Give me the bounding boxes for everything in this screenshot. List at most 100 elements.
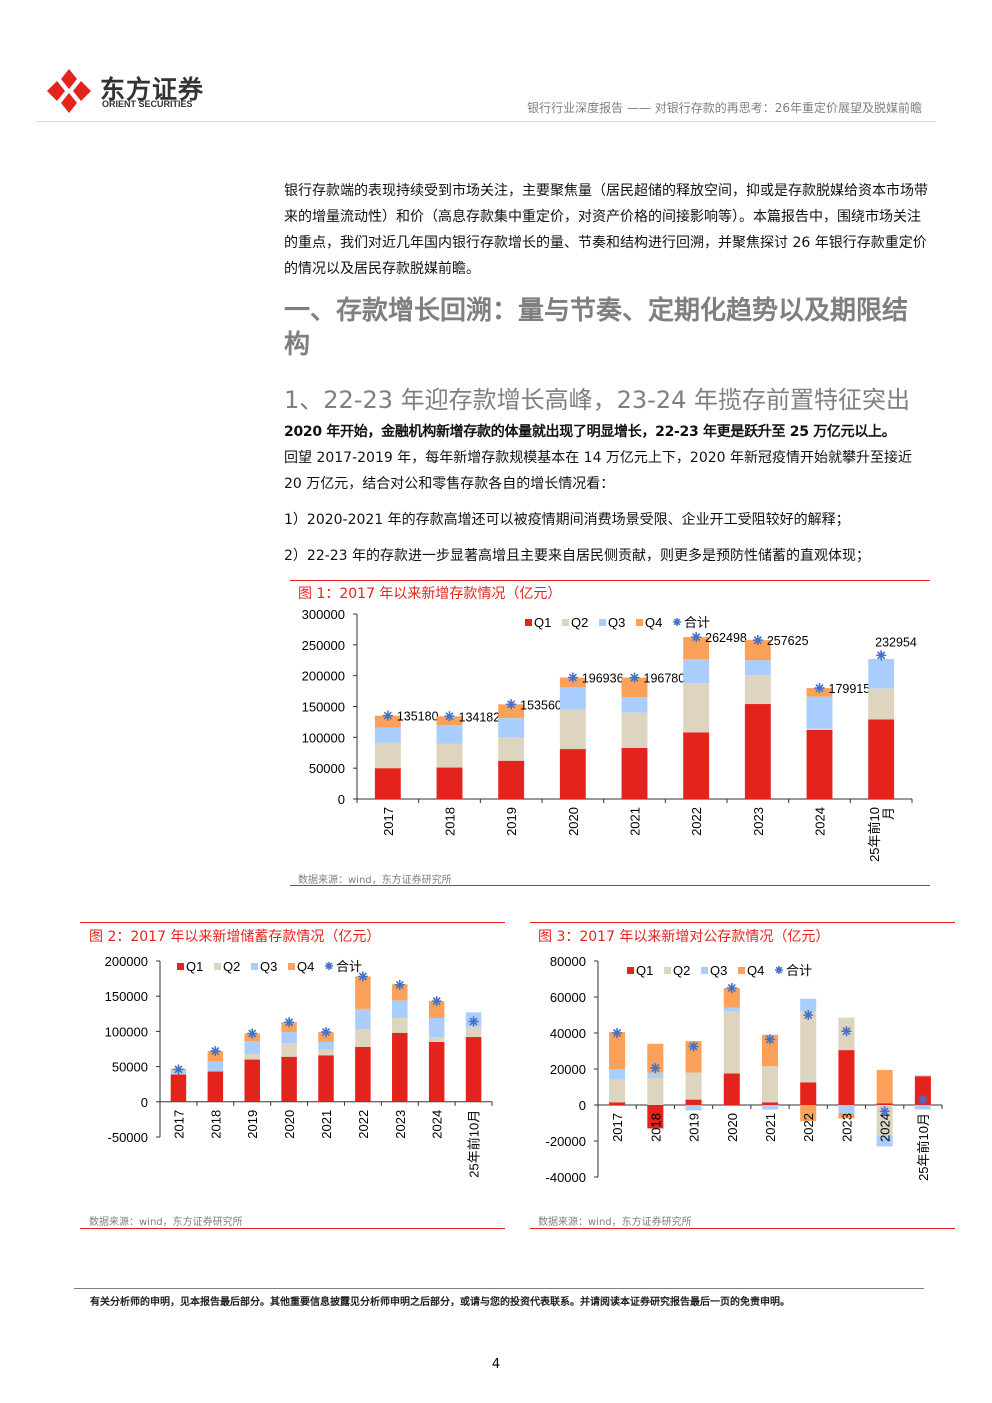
figure3-title: 图 3：2017 年以来新增对公存款情况（亿元） xyxy=(538,929,830,945)
bar-q1-2020 xyxy=(559,749,586,799)
bar-q1-2021 xyxy=(621,747,648,799)
total-marker-2023 xyxy=(752,635,763,646)
bar-q3-2020 xyxy=(723,1007,740,1012)
figure2-source: 数据来源：wind，东方证券研究所 xyxy=(89,1217,243,1228)
bar-q3-2022 xyxy=(355,1008,371,1030)
bar-q3-2023 xyxy=(838,1105,855,1114)
bar-q1-2018 xyxy=(207,1071,224,1102)
bar-q3-2021 xyxy=(621,697,648,713)
bar-q1-2018 xyxy=(647,1105,664,1129)
bar-q2-2017 xyxy=(374,742,401,769)
legend-total-marker-icon xyxy=(325,962,333,970)
y-tick-label: 250000 xyxy=(302,638,345,653)
bar-q4-2022 xyxy=(800,1105,817,1122)
legend-swatch-q4 xyxy=(288,963,295,970)
legend-label-q1: Q1 xyxy=(636,963,653,978)
total-data-label: 196780 xyxy=(644,672,686,686)
y-tick-label: 0 xyxy=(141,1095,148,1110)
legend-label-q2: Q2 xyxy=(673,963,690,978)
x-tick-label: 2021 xyxy=(628,807,643,836)
figure1-source: 数据来源：wind，东方证券研究所 xyxy=(298,875,452,886)
bar-q1-2019 xyxy=(685,1099,702,1105)
bar-q2-2019 xyxy=(244,1053,260,1060)
bar-q1-2017 xyxy=(374,768,401,799)
legend-label-q4: Q4 xyxy=(297,959,314,974)
legend-label-q1: Q1 xyxy=(186,959,203,974)
bar-q1-2022 xyxy=(800,1082,817,1105)
bar-q2-2018 xyxy=(647,1078,664,1105)
total-data-label: 257625 xyxy=(767,634,809,648)
x-tick-label: 2017 xyxy=(381,807,396,836)
bar-q2-25年前10月 xyxy=(914,1075,931,1077)
bar-q3-2022 xyxy=(800,998,817,1012)
y-tick-label: -50000 xyxy=(108,1130,148,1145)
figure1-top-rule xyxy=(290,580,930,581)
total-marker-2020 xyxy=(726,983,737,993)
report-title: 银行行业深度报告 —— 对银行存款的再思考：26年重定价展望及脱媒前瞻 xyxy=(527,101,922,115)
legend-label-total: 合计 xyxy=(684,615,710,630)
figure2-bottom-rule xyxy=(80,1228,505,1229)
figure3-bottom-rule xyxy=(530,1228,955,1229)
total-marker-2023 xyxy=(841,1026,852,1037)
legend-swatch-q1 xyxy=(525,619,532,626)
footer-disclaimer: 有关分析师的申明，见本报告最后部分。其他重要信息披露见分析师申明之后部分，或请与… xyxy=(90,1297,790,1308)
x-tick-label: 2021 xyxy=(319,1110,334,1139)
legend-swatch-q4 xyxy=(636,619,643,626)
bar-q4-2023 xyxy=(744,640,771,661)
y-tick-label: 60000 xyxy=(550,990,586,1005)
y-tick-label: 20000 xyxy=(550,1062,586,1077)
bar-q4-2019 xyxy=(498,704,525,719)
bar-q2-2021 xyxy=(621,712,648,748)
bar-q2-2022 xyxy=(800,1011,817,1083)
total-marker-25年前10月 xyxy=(876,650,887,661)
x-tick-label: 2023 xyxy=(393,1110,408,1139)
bar-q2-2021 xyxy=(318,1049,334,1056)
bar-q2-2020 xyxy=(723,1011,740,1074)
total-data-label: 262498 xyxy=(705,631,747,645)
x-tick-label: 2024 xyxy=(878,1113,893,1142)
bar-q2-25年前10月 xyxy=(868,688,895,720)
legend-label-q3: Q3 xyxy=(710,963,727,978)
bar-q3-2023 xyxy=(392,1000,408,1019)
legend-swatch-q3 xyxy=(251,963,258,970)
bar-q4-2017 xyxy=(609,1032,626,1069)
bar-q3-25年前10月 xyxy=(914,1105,931,1110)
bar-q2-2017 xyxy=(609,1079,626,1103)
bar-q4-2021 xyxy=(761,1034,779,1067)
bar-q2-2019 xyxy=(498,737,525,761)
total-marker-25年前10月 xyxy=(917,1094,928,1105)
x-tick-label: 2020 xyxy=(566,807,581,836)
figure1-title: 图 1：2017 年以来新增存款情况（亿元） xyxy=(298,586,562,602)
y-tick-label: 50000 xyxy=(112,1060,148,1075)
subsection-heading: 1、22-23 年迎存款增长高峰，23-24 年揽存前置特征突出 xyxy=(284,386,911,414)
bar-q1-2023 xyxy=(392,1032,408,1102)
figure1-bottom-rule xyxy=(290,885,930,886)
figure2-title: 图 2：2017 年以来新增储蓄存款情况（亿元） xyxy=(89,929,381,945)
x-tick-label: 2024 xyxy=(813,807,828,836)
bar-q2-2020 xyxy=(559,709,586,750)
point-1: 1）2020-2021 年的存款高增还可以被疫情期间消费场景受限、企业开工受阻较… xyxy=(284,512,850,528)
legend-swatch-q3 xyxy=(599,619,606,626)
bar-q2-2023 xyxy=(744,675,771,705)
logo-chinese-text: 东方证券 xyxy=(100,75,205,104)
legend-label-q3: Q3 xyxy=(260,959,277,974)
legend-total-marker-icon xyxy=(673,618,681,626)
x-tick-label: 2018 xyxy=(443,807,458,836)
legend-swatch-q3 xyxy=(701,967,708,974)
y-tick-label: 100000 xyxy=(105,1024,148,1039)
total-data-label: 232954 xyxy=(875,635,917,649)
bar-q2-2022 xyxy=(355,1029,371,1047)
x-tick-label: 2023 xyxy=(839,1113,854,1142)
bar-q1-2021 xyxy=(318,1055,334,1102)
legend-label-q1: Q1 xyxy=(534,615,551,630)
x-tick-label: 25年前10月 xyxy=(867,807,896,862)
legend-label-q4: Q4 xyxy=(747,963,764,978)
bar-q3-2022 xyxy=(683,659,710,684)
point-2: 2）22-23 年的存款进一步显著高增且主要来自居民侧贡献，则更多是预防性储蓄的… xyxy=(284,548,871,564)
bar-q1-2020 xyxy=(281,1056,297,1102)
bar-q2-2021 xyxy=(761,1066,779,1103)
total-data-label: 179915 xyxy=(829,682,871,696)
legend-swatch-q1 xyxy=(627,967,634,974)
legend-swatch-q2 xyxy=(214,963,221,970)
total-data-label: 135180 xyxy=(397,710,439,724)
